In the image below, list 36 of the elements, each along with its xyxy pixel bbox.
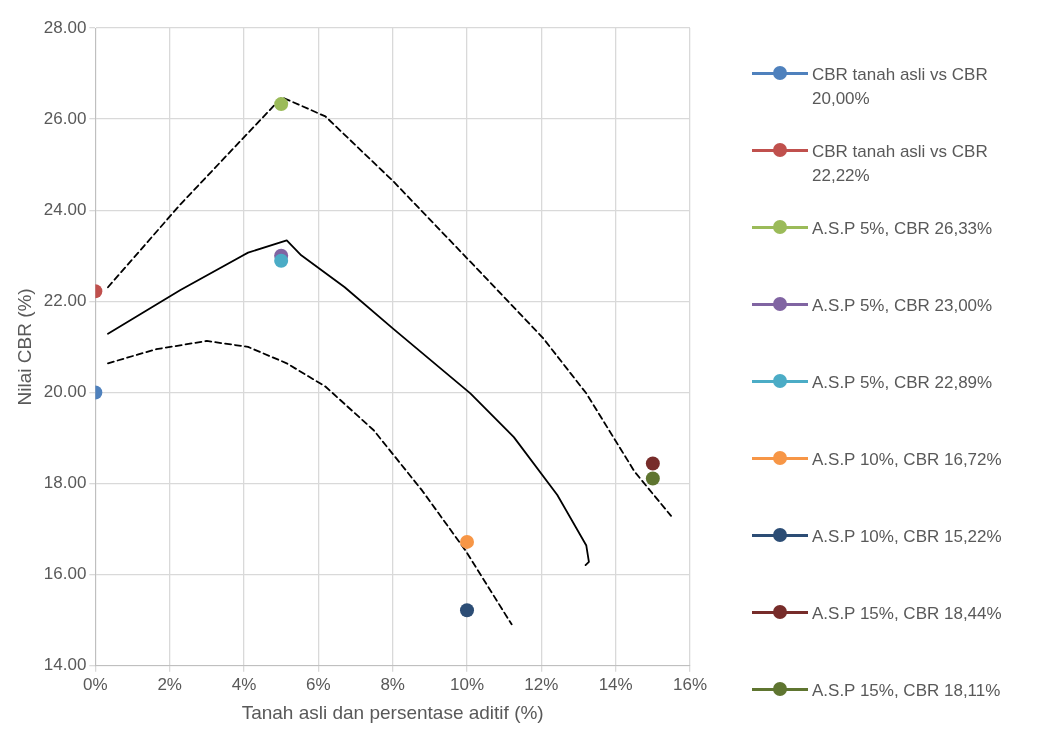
x-tick-label: 10%: [449, 674, 485, 694]
point: [460, 534, 474, 549]
legend-label: A.S.P 10%, CBR 16,72%: [812, 449, 1002, 471]
point: [460, 603, 474, 618]
x-tick-label: 2%: [157, 674, 182, 694]
point: [274, 253, 289, 268]
y-tick-label: 26.00: [43, 108, 87, 128]
line-series: [107, 340, 513, 626]
legend-label: A.S.P 10%, CBR 15,22%: [812, 526, 1002, 548]
line-series: [107, 96, 672, 517]
y-tick-label: 28.00: [43, 17, 87, 37]
y-tick-label: 16.00: [43, 564, 87, 584]
x-tick-label: 12%: [524, 674, 559, 694]
legend-label: CBR tanah asli vs CBR 22,22%: [812, 141, 989, 187]
y-tick-label: 22.00: [43, 291, 87, 311]
x-tick-label: 16%: [672, 674, 708, 694]
x-tick-label: 0%: [83, 674, 108, 694]
point: [645, 456, 660, 471]
point: [645, 471, 660, 486]
legend-label: A.S.P 5%, CBR 23,00%: [812, 295, 993, 317]
x-tick-label: 8%: [380, 674, 405, 694]
y-tick-label: 18.00: [43, 473, 87, 493]
x-tick-label: 14%: [598, 674, 633, 694]
legend-label: A.S.P 5%, CBR 26,33%: [812, 218, 993, 240]
y-tick-label: 14.00: [43, 655, 87, 675]
legend-label: A.S.P 15%, CBR 18,44%: [812, 603, 1002, 625]
y-tick-label: 20.00: [43, 382, 87, 402]
x-axis-title: Tanah asli dan persentase aditif (%): [241, 701, 544, 723]
y-axis-title: Nilai CBR (%): [13, 288, 35, 406]
x-tick-label: 4%: [231, 674, 257, 694]
legend-label: A.S.P 15%, CBR 18,11%: [812, 680, 1001, 702]
x-tick-label: 6%: [306, 674, 331, 694]
legend-label: CBR tanah asli vs CBR 20,00%: [812, 64, 989, 110]
legend-label: A.S.P 5%, CBR 22,89%: [812, 372, 993, 394]
point: [274, 97, 289, 112]
y-tick-label: 24.00: [43, 199, 87, 219]
